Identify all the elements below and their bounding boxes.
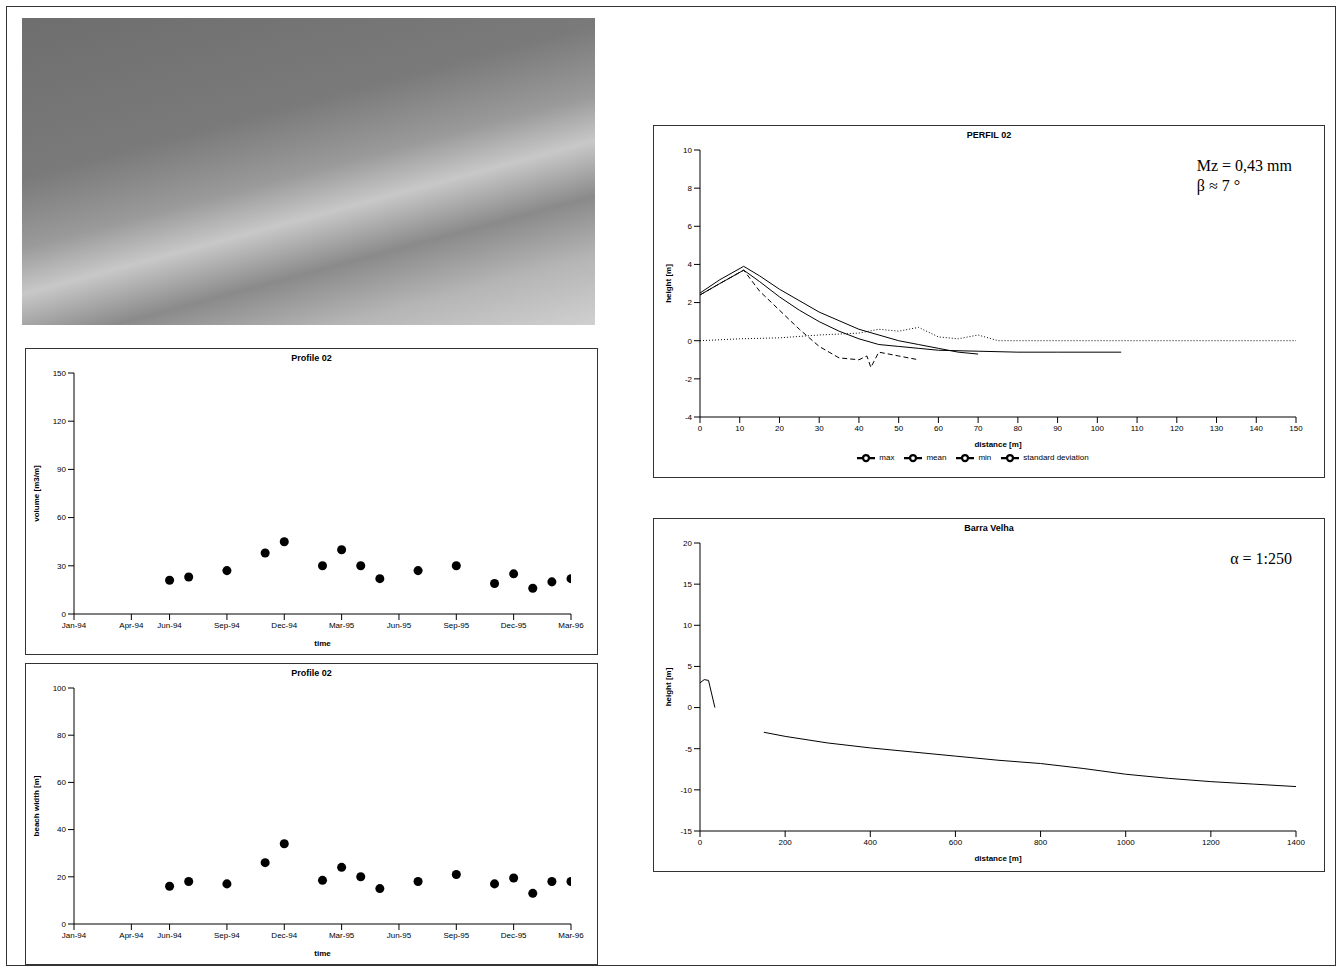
svg-text:Jun-95: Jun-95 [387, 931, 412, 940]
svg-text:80: 80 [1013, 424, 1022, 433]
svg-text:120: 120 [1170, 424, 1184, 433]
svg-text:1400: 1400 [1287, 838, 1305, 847]
svg-text:-2: -2 [685, 375, 693, 384]
svg-text:400: 400 [864, 838, 878, 847]
html-text:α = 1:250: α = 1:250 [1230, 550, 1292, 567]
svg-text:Jun-94: Jun-94 [157, 931, 182, 940]
svg-text:110: 110 [1131, 424, 1144, 433]
svg-text:90: 90 [57, 465, 66, 474]
svg-text:60: 60 [934, 424, 943, 433]
svg-text:Dec-94: Dec-94 [271, 621, 297, 630]
svg-text:distance [m]: distance [m] [974, 854, 1021, 863]
svg-text:height [m]: height [m] [664, 667, 673, 706]
svg-text:40: 40 [57, 825, 66, 834]
html-text:Profile 02: Profile 02 [291, 353, 332, 363]
svg-text:beach width [m]: beach width [m] [32, 775, 41, 836]
html-text:Barra Velha: Barra Velha [964, 523, 1014, 533]
svg-text:Sep-95: Sep-95 [443, 621, 469, 630]
svg-text:height [m]: height [m] [664, 264, 673, 303]
html-text:β ≈ 7 °: β ≈ 7 ° [1196, 177, 1241, 194]
svg-text:0: 0 [62, 920, 67, 929]
svg-text:0: 0 [62, 610, 67, 619]
svg-text:30: 30 [815, 424, 824, 433]
svg-text:4: 4 [688, 260, 693, 269]
svg-text:-10: -10 [680, 786, 692, 795]
html-text:min: min [978, 453, 992, 463]
svg-text:200: 200 [778, 838, 792, 847]
svg-text:Jun-95: Jun-95 [387, 621, 412, 630]
html-text:standard deviation: standard deviation [1023, 453, 1089, 463]
svg-text:0: 0 [688, 703, 693, 712]
svg-text:Dec-95: Dec-95 [501, 621, 527, 630]
svg-text:distance [m]: distance [m] [974, 440, 1021, 449]
svg-text:20: 20 [683, 539, 692, 548]
svg-text:10: 10 [683, 146, 692, 155]
svg-text:time: time [314, 949, 331, 958]
svg-text:60: 60 [57, 778, 66, 787]
svg-text:150: 150 [53, 369, 67, 378]
svg-text:Dec-95: Dec-95 [501, 931, 527, 940]
svg-text:600: 600 [949, 838, 963, 847]
svg-text:Apr-94: Apr-94 [119, 621, 144, 630]
svg-text:Apr-94: Apr-94 [119, 931, 144, 940]
svg-text:20: 20 [57, 873, 66, 882]
svg-text:0: 0 [698, 838, 703, 847]
svg-text:70: 70 [974, 424, 983, 433]
svg-text:120: 120 [53, 417, 67, 426]
svg-text:40: 40 [854, 424, 863, 433]
svg-text:8: 8 [688, 184, 693, 193]
svg-text:80: 80 [57, 731, 66, 740]
svg-text:0: 0 [688, 337, 693, 346]
svg-text:60: 60 [57, 513, 66, 522]
svg-text:50: 50 [894, 424, 903, 433]
svg-text:Dec-94: Dec-94 [271, 931, 297, 940]
svg-text:6: 6 [688, 222, 693, 231]
svg-text:130: 130 [1210, 424, 1224, 433]
svg-text:Mar-96: Mar-96 [558, 621, 584, 630]
svg-text:5: 5 [688, 662, 693, 671]
svg-text:15: 15 [683, 580, 692, 589]
svg-text:20: 20 [775, 424, 784, 433]
svg-text:100: 100 [53, 684, 67, 693]
svg-text:time: time [314, 639, 331, 648]
svg-text:1200: 1200 [1202, 838, 1220, 847]
svg-text:-4: -4 [685, 413, 693, 422]
svg-text:Jun-94: Jun-94 [157, 621, 182, 630]
html-text:max: max [879, 453, 895, 463]
svg-text:Sep-94: Sep-94 [214, 621, 240, 630]
svg-text:Mar-95: Mar-95 [329, 621, 355, 630]
svg-text:10: 10 [735, 424, 744, 433]
svg-text:140: 140 [1250, 424, 1264, 433]
svg-text:Sep-94: Sep-94 [214, 931, 240, 940]
svg-text:Sep-95: Sep-95 [443, 931, 469, 940]
svg-text:volume [m3/m]: volume [m3/m] [32, 465, 41, 522]
svg-text:1000: 1000 [1117, 838, 1135, 847]
html-text:mean: mean [926, 453, 947, 463]
svg-text:100: 100 [1091, 424, 1105, 433]
svg-text:Jan-94: Jan-94 [62, 621, 87, 630]
svg-text:10: 10 [683, 621, 692, 630]
html-text:PERFIL 02: PERFIL 02 [966, 130, 1012, 140]
svg-text:Mar-96: Mar-96 [558, 931, 584, 940]
html-text:Profile 02: Profile 02 [291, 668, 332, 678]
svg-text:800: 800 [1034, 838, 1048, 847]
svg-text:2: 2 [688, 298, 693, 307]
svg-text:Mar-95: Mar-95 [329, 931, 355, 940]
svg-text:30: 30 [57, 562, 66, 571]
svg-text:-15: -15 [680, 827, 692, 836]
html-text:Mz = 0,43 mm: Mz = 0,43 mm [1196, 157, 1292, 174]
svg-text:150: 150 [1289, 424, 1303, 433]
svg-text:90: 90 [1053, 424, 1062, 433]
svg-text:-5: -5 [685, 745, 693, 754]
svg-text:0: 0 [698, 424, 703, 433]
svg-text:Jan-94: Jan-94 [62, 931, 87, 940]
